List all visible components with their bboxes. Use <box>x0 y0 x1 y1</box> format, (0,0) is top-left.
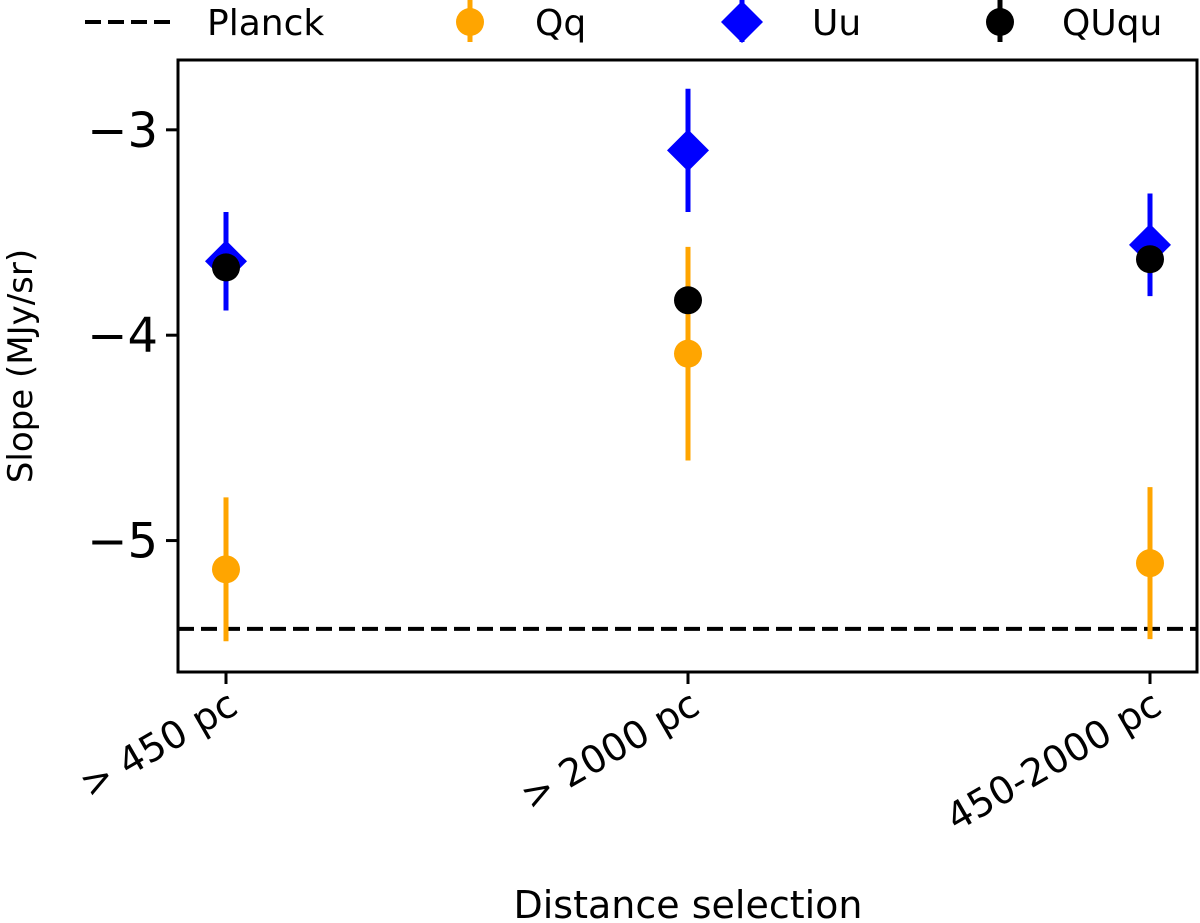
y-tick-label: −5 <box>87 514 158 570</box>
point-qq <box>1136 549 1164 578</box>
legend-label-planck: Planck <box>207 3 324 44</box>
legend-marker-ququ <box>986 8 1014 36</box>
y-tick-label: −4 <box>87 308 158 364</box>
legend-label-uu: Uu <box>812 3 861 44</box>
point-qq <box>674 339 702 368</box>
x-tick-label: > 2000 pc <box>513 682 706 819</box>
point-ququ <box>674 286 702 315</box>
point-ququ <box>212 253 240 282</box>
legend-marker-qq <box>456 8 484 36</box>
legend-label-ququ: QUqu <box>1062 3 1162 44</box>
point-uu <box>667 129 709 172</box>
legend: Planck Qq Uu QUqu <box>85 0 1162 44</box>
legend-label-qq: Qq <box>535 3 586 44</box>
x-axis-label: Distance selection <box>513 883 862 923</box>
y-tick-label: −3 <box>87 103 158 159</box>
legend-marker-uu <box>721 1 763 43</box>
point-qq <box>212 555 240 584</box>
point-ququ <box>1136 245 1164 274</box>
x-tick-label: > 450 pc <box>72 682 244 807</box>
x-tick-label: 450-2000 pc <box>939 682 1169 840</box>
y-axis-label: Slope (MJy/sr) <box>1 249 41 483</box>
